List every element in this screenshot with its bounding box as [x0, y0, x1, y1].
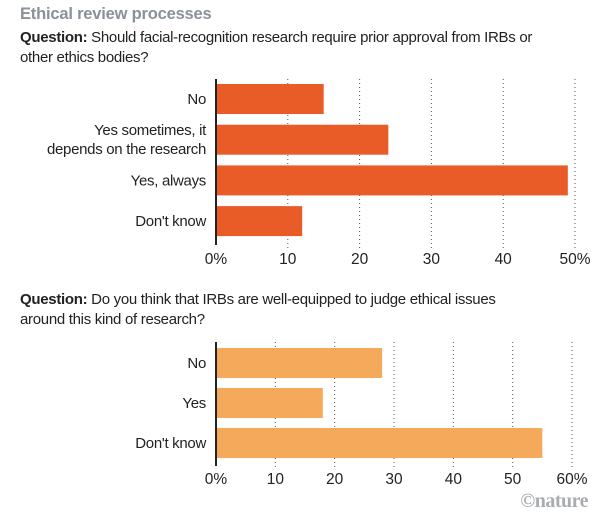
question-2-label: Question:: [20, 291, 88, 308]
chart-1-category-label: No: [187, 91, 206, 108]
chart-1-category-label: Yes, always: [131, 172, 206, 189]
question-2: Question: Do you think that IRBs are wel…: [20, 290, 540, 330]
chart-2-tick-label: 60%: [556, 471, 587, 488]
nature-credit: ©nature: [520, 490, 588, 512]
chart-2-tick-label: 40: [445, 471, 463, 488]
chart-1-bar-1: [216, 84, 324, 114]
chart-2-tick-label: 30: [385, 471, 403, 488]
chart-1-tick-label: 30: [423, 251, 441, 268]
chart-2-tick-label: 50: [504, 471, 522, 488]
chart-2-bar-2: [216, 388, 323, 418]
chart-1-category-label: Yes sometimes, it: [94, 122, 207, 139]
chart-1-bar-2: [216, 124, 389, 155]
chart-2-category-label: Don't know: [135, 435, 206, 452]
question-1: Question: Should facial-recognition rese…: [20, 28, 540, 68]
chart-1-tick-label: 20: [351, 251, 369, 268]
chart-2-category-label: No: [187, 355, 206, 372]
chart-2-bar-3: [216, 428, 543, 458]
chart-1-tick-label: 10: [279, 251, 297, 268]
question-1-label: Question:: [20, 29, 88, 46]
chart-title: Ethical review processes: [20, 5, 212, 23]
chart-2-tick-label: 10: [267, 471, 285, 488]
chart-1-bar-3: [216, 165, 568, 196]
chart-1-tick-label: 0%: [205, 251, 228, 268]
chart-2-tick-label: 0%: [205, 471, 228, 488]
chart-1-tick-label: 40: [495, 251, 513, 268]
chart-2-bar-1: [216, 348, 383, 378]
chart-2-category-label: Yes: [182, 395, 206, 412]
chart-1-bar-4: [216, 206, 303, 237]
chart-1-category-label: depends on the research: [47, 141, 206, 158]
question-1-text: Should facial-recognition research requi…: [20, 29, 533, 66]
chart-2-tick-label: 20: [326, 471, 344, 488]
chart-1-category-label: Don't know: [135, 213, 206, 230]
question-2-text: Do you think that IRBs are well-equipped…: [20, 291, 496, 328]
chart-1-tick-label: 50%: [559, 251, 590, 268]
